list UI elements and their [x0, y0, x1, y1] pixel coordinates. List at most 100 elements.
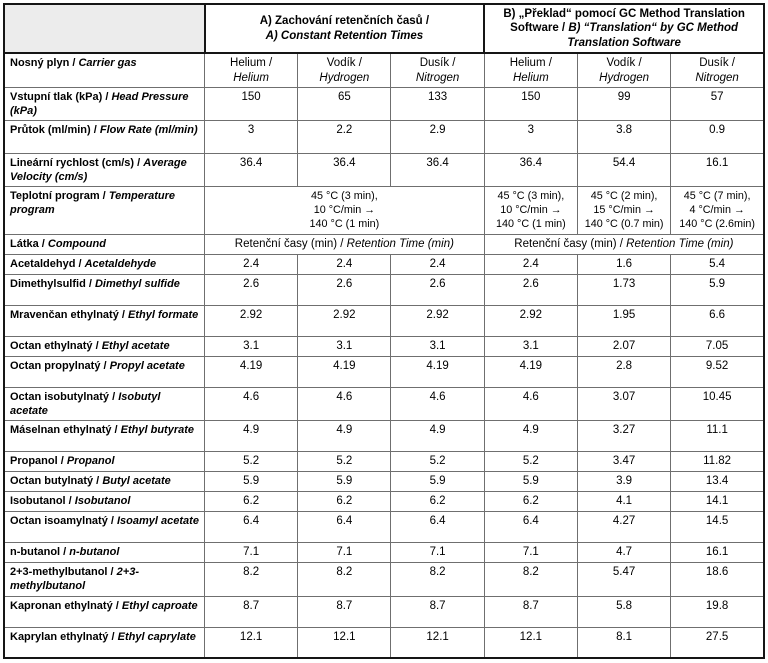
- gas-cz: Dusík /: [419, 57, 456, 70]
- compound-en: Ethyl acetate: [101, 340, 170, 353]
- rt-b-helium: 7.1: [483, 542, 578, 564]
- compound-cz: Mravenčan ethylnatý /: [10, 309, 125, 322]
- rt-b-helium: 12.1: [483, 626, 578, 659]
- compound-row-propyl-acetate: Octan propylnatý / Propyl acetate 4.19 4…: [3, 356, 765, 389]
- rt-a-nitrogen: 2.4: [390, 254, 485, 276]
- compound-en: Ethyl caproate: [121, 599, 198, 612]
- compound-en: 2+3-methylbutanol: [10, 566, 139, 593]
- compound-row-dimethyl-sulfide: Dimethylsulfid / Dimethyl sulfide 2.6 2.…: [3, 274, 765, 307]
- compound-cz: Octan ethylnatý /: [10, 340, 99, 353]
- compound-cz: Propanol /: [10, 455, 64, 468]
- carrier-gas-label: Nosný plyn / Carrier gas: [3, 52, 205, 88]
- rt-b-nitrogen: 5.4: [670, 254, 765, 276]
- compound-name: 2+3-methylbutanol / 2+3-methylbutanol: [3, 562, 205, 597]
- rt-b-hydrogen: 5.47: [576, 562, 672, 597]
- program-b-hydrogen: 45 °C (2 min), 15 °C/min → 140 °C (0.7 m…: [576, 186, 672, 236]
- ret-en: Retention Time (min): [626, 238, 734, 251]
- temperature-program-row: Teplotní program / Temperature program 4…: [3, 186, 765, 236]
- label-cz: Průtok (ml/min) /: [10, 124, 97, 137]
- rt-a-helium: 4.19: [203, 356, 299, 389]
- rt-a-nitrogen: 2.92: [390, 305, 485, 338]
- rt-a-nitrogen: 4.9: [390, 420, 485, 453]
- gas-cz: Dusík /: [699, 57, 735, 70]
- compound-row-ethyl-caproate: Kapronan ethylnatý / Ethyl caproate 8.7 …: [3, 595, 765, 628]
- carrier-gas-label-en: Carrier gas: [78, 57, 137, 70]
- rt-a-helium: 5.2: [203, 451, 299, 473]
- rt-a-helium: 8.2: [203, 562, 299, 597]
- pressure-b-nitrogen: 57: [670, 86, 765, 122]
- rt-a-helium: 8.7: [203, 595, 299, 628]
- compound-cz: Octan propylnatý /: [10, 360, 107, 373]
- pressure-a-hydrogen: 65: [297, 86, 392, 122]
- rt-a-hydrogen: 2.6: [297, 274, 392, 307]
- ret-en: Retention Time (min): [346, 238, 454, 251]
- rt-a-helium: 2.6: [203, 274, 299, 307]
- ret-cz: Retenční časy (min) /: [234, 238, 344, 251]
- flow-rate-label: Průtok (ml/min) / Flow Rate (ml/min): [3, 120, 205, 155]
- ret-cz: Retenční časy (min) /: [514, 238, 623, 251]
- compound-row-ethyl-caprylate: Kaprylan ethylnatý / Ethyl caprylate 12.…: [3, 626, 765, 659]
- gas-cz: Vodík /: [326, 57, 362, 70]
- compound-cz: Dimethylsulfid /: [10, 278, 92, 291]
- compound-en: Ethyl butyrate: [120, 424, 195, 437]
- compound-name: Octan butylnatý / Butyl acetate: [3, 471, 205, 493]
- carrier-a-helium: Helium / Helium: [203, 52, 299, 88]
- label-cz: Látka /: [10, 238, 45, 251]
- rt-a-nitrogen: 3.1: [390, 336, 485, 358]
- rt-b-nitrogen: 9.52: [670, 356, 765, 389]
- rt-a-hydrogen: 2.92: [297, 305, 392, 338]
- rt-b-helium: 8.7: [483, 595, 578, 628]
- compound-row-acetaldehyde: Acetaldehyd / Acetaldehyde 2.4 2.4 2.4 2…: [3, 254, 765, 276]
- section-b-header: B) „Překlad“ pomocí GC Method Translatio…: [483, 2, 765, 55]
- gas-cz: Vodík /: [606, 57, 642, 70]
- rt-a-helium: 2.4: [203, 254, 299, 276]
- compound-row-ethyl-butyrate: Máselnan ethylnatý / Ethyl butyrate 4.9 …: [3, 420, 765, 453]
- rt-b-helium: 2.4: [483, 254, 578, 276]
- rt-b-nitrogen: 5.9: [670, 274, 765, 307]
- compound-row-n-butanol: n-butanol / n-butanol 7.1 7.1 7.1 7.1 4.…: [3, 542, 765, 564]
- flow-b-nitrogen: 0.9: [670, 120, 765, 155]
- compound-en: Isobutanol: [74, 495, 131, 508]
- label-en: Flow Rate (ml/min): [99, 124, 198, 137]
- rt-a-hydrogen: 2.4: [297, 254, 392, 276]
- retention-header-b: Retenční časy (min) / Retention Time (mi…: [483, 234, 765, 256]
- pressure-b-hydrogen: 99: [576, 86, 672, 122]
- rt-a-hydrogen: 4.6: [297, 387, 392, 422]
- rt-b-hydrogen: 1.6: [576, 254, 672, 276]
- rt-b-hydrogen: 8.1: [576, 626, 672, 659]
- program-b-nitrogen: 45 °C (7 min), 4 °C/min → 140 °C (2.6min…: [670, 186, 765, 236]
- rt-b-helium: 4.9: [483, 420, 578, 453]
- rt-b-helium: 4.19: [483, 356, 578, 389]
- compound-en: Propanol: [66, 455, 115, 468]
- gas-en: Helium: [512, 71, 549, 84]
- retention-header-a: Retenční časy (min) / Retention Time (mi…: [204, 234, 485, 256]
- compound-en: Propyl acetate: [109, 360, 185, 373]
- rt-b-helium: 2.92: [483, 305, 578, 338]
- compound-en: n-butanol: [69, 546, 120, 559]
- carrier-b-hydrogen: Vodík / Hydrogen: [576, 52, 672, 88]
- section-b-label-cz: B) „Překlad“ pomocí GC Method Translatio…: [503, 8, 745, 35]
- compound-name: Acetaldehyd / Acetaldehyde: [3, 254, 205, 276]
- rt-a-hydrogen: 6.4: [297, 511, 392, 544]
- rt-a-nitrogen: 5.9: [390, 471, 485, 493]
- rt-b-nitrogen: 11.82: [670, 451, 765, 473]
- compound-name: Octan isobutylnatý / Isobutyl acetate: [3, 387, 205, 422]
- compound-row-isoamyl-acetate: Octan isoamylnatý / Isoamyl acetate 6.4 …: [3, 511, 765, 544]
- gas-cz: Helium /: [230, 57, 273, 70]
- rt-a-nitrogen: 5.2: [390, 451, 485, 473]
- rt-a-hydrogen: 7.1: [297, 542, 392, 564]
- flow-a-helium: 3: [203, 120, 299, 155]
- compound-cz: Kapronan ethylnatý /: [10, 599, 119, 612]
- compound-en: Butyl acetate: [102, 475, 171, 488]
- compound-name: Octan ethylnatý / Ethyl acetate: [3, 336, 205, 358]
- rt-a-hydrogen: 6.2: [297, 491, 392, 513]
- compound-row-propanol: Propanol / Propanol 5.2 5.2 5.2 5.2 3.47…: [3, 451, 765, 473]
- program-b-helium: 45 °C (3 min), 10 °C/min → 140 °C (1 min…: [483, 186, 578, 236]
- rt-a-nitrogen: 7.1: [390, 542, 485, 564]
- velocity-a-nitrogen: 36.4: [390, 153, 485, 188]
- compound-en: Acetaldehyde: [84, 258, 157, 271]
- flow-rate-row: Průtok (ml/min) / Flow Rate (ml/min) 3 2…: [3, 120, 765, 155]
- label-en: Average Velocity (cm/s): [10, 157, 187, 184]
- compound-header-label: Látka / Compound: [3, 234, 205, 256]
